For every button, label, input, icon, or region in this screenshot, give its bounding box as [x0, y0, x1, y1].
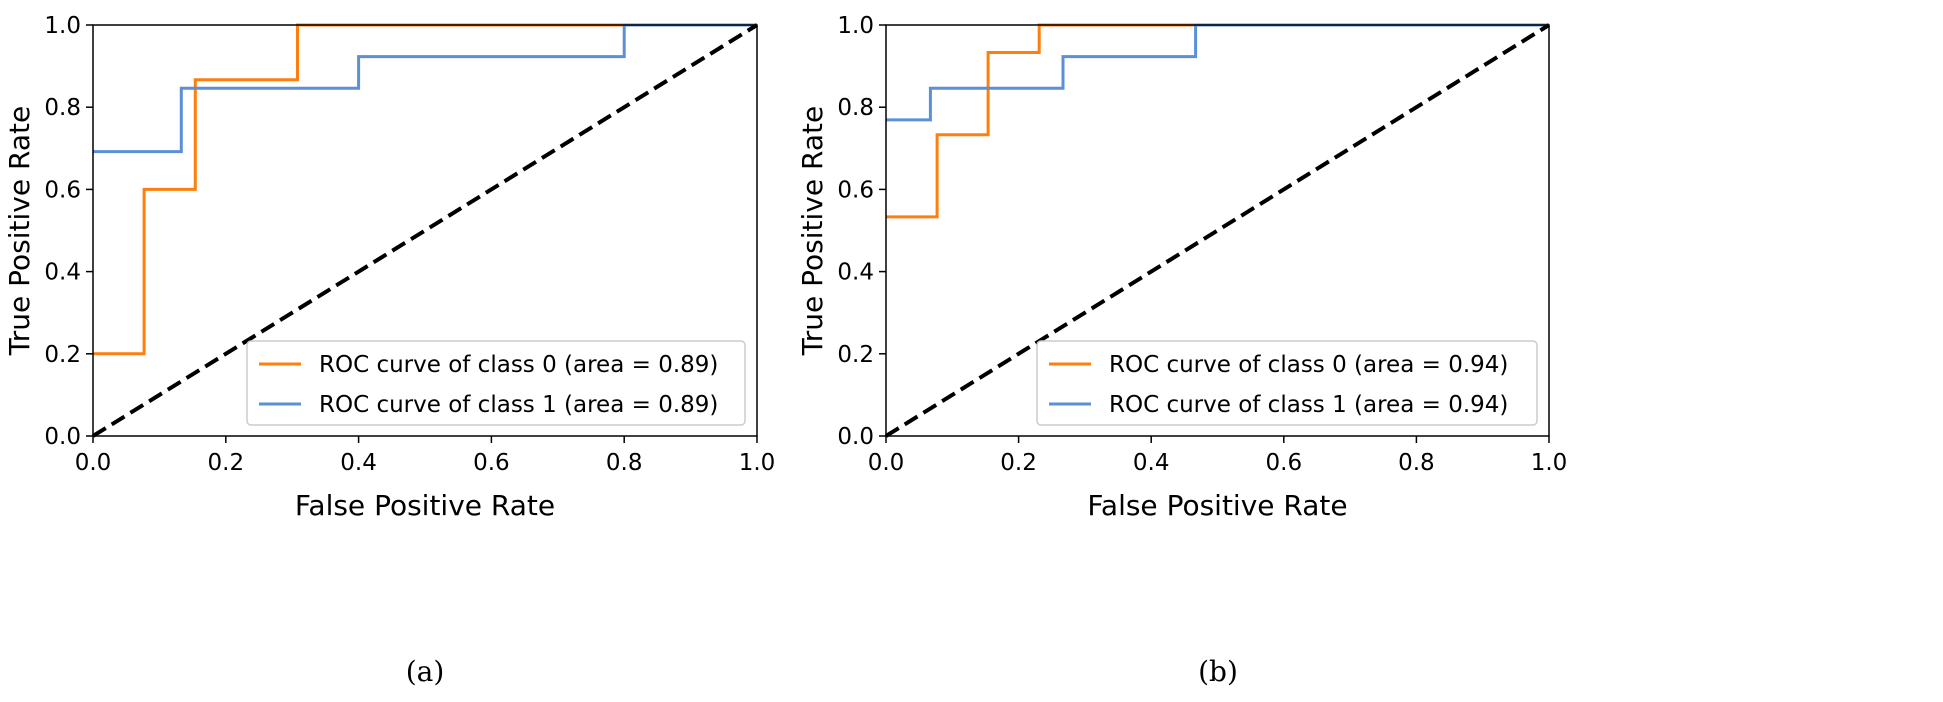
y-tick-label: 0.2	[837, 342, 874, 368]
roc-panel-a: 0.0 0.2 0.4 0.6 0.8 1.0 0.0 0.2 0.4 0.6 0.8 1.0 ROC …	[3, 13, 775, 688]
x-tick-label: 0.2	[208, 450, 245, 476]
plot-frame	[885, 24, 1550, 437]
x-tick-label: 0.6	[1266, 450, 1303, 476]
roc-curve-class-1	[886, 23, 1549, 122]
y-tick-label: 0.8	[44, 95, 81, 121]
panel-caption: (a)	[406, 655, 445, 688]
y-tick-label: 1.0	[44, 13, 81, 39]
x-axis-label: False Positive Rate	[1087, 489, 1347, 522]
x-tick-label: 1.0	[739, 450, 776, 476]
legend-label-class-0: ROC curve of class 0 (area = 0.89)	[319, 352, 718, 378]
roc-curve-class-0	[93, 23, 757, 356]
y-tick-label: 0.4	[44, 260, 81, 286]
x-tick-label: 0.8	[1398, 450, 1435, 476]
x-tick-label: 1.0	[1531, 450, 1568, 476]
roc-curve-class-1	[93, 23, 757, 154]
y-tick-label: 0.0	[837, 424, 874, 450]
legend-label-class-1: ROC curve of class 1 (area = 0.89)	[319, 392, 718, 418]
y-axis-label: True Positive Rate	[796, 106, 829, 356]
legend-label-class-0: ROC curve of class 0 (area = 0.94)	[1109, 352, 1508, 378]
legend-label-class-1: ROC curve of class 1 (area = 0.94)	[1109, 392, 1508, 418]
roc-curve-class-0	[886, 23, 1549, 219]
x-tick-label: 0.8	[606, 450, 643, 476]
y-tick-label: 0.4	[837, 260, 874, 286]
x-tick-label: 0.4	[1133, 450, 1170, 476]
y-tick-label: 0.2	[44, 342, 81, 368]
x-tick-label: 0.6	[473, 450, 510, 476]
y-tick-label: 0.0	[44, 424, 81, 450]
x-tick-label: 0.2	[1000, 450, 1037, 476]
y-tick-label: 1.0	[837, 13, 874, 39]
plot-frame	[92, 24, 758, 437]
y-tick-label: 0.8	[837, 95, 874, 121]
x-axis-label: False Positive Rate	[295, 489, 555, 522]
chance-diagonal	[884, 23, 1551, 438]
y-axis-label: True Positive Rate	[3, 106, 36, 356]
y-tick-label: 0.6	[837, 177, 874, 203]
legend-box	[1036, 340, 1538, 426]
y-tick-label: 0.6	[44, 177, 81, 203]
roc-panel-b: 0.0 0.2 0.4 0.6 0.8 1.0 0.0 0.2 0.4 0.6 0.8 1.0 ROC …	[796, 13, 1567, 688]
x-tick-label: 0.4	[340, 450, 377, 476]
legend-box	[246, 340, 746, 426]
x-tick-label: 0.0	[868, 450, 905, 476]
chance-diagonal	[91, 23, 759, 438]
panel-caption: (b)	[1198, 655, 1238, 688]
x-tick-label: 0.0	[75, 450, 112, 476]
